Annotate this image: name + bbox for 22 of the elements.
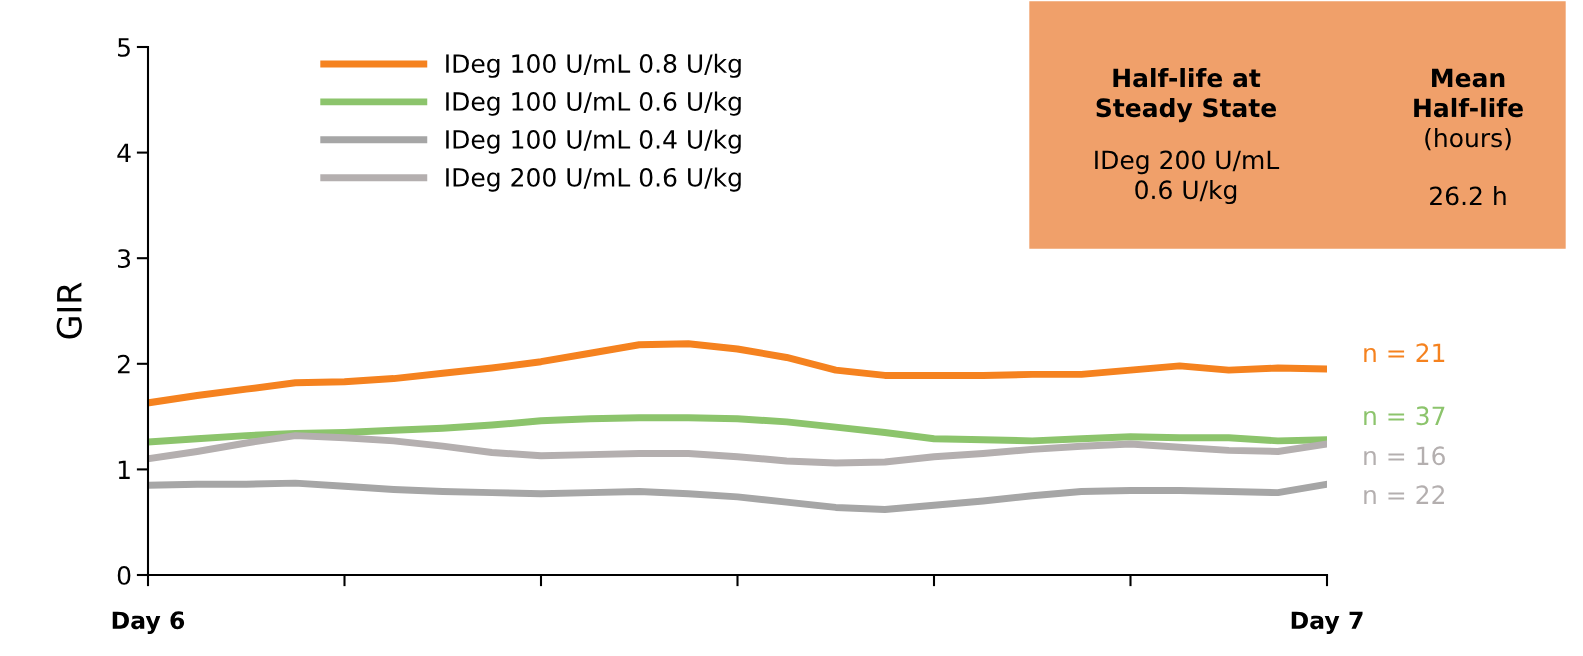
y-axis-title: GIR [56,282,82,339]
y-tick-label: 4 [117,143,131,163]
legend-label: IDeg 200 U/mL 0.6 U/kg [446,167,741,192]
legend-label: IDeg 100 U/mL 0.4 U/kg [446,129,741,154]
legend-label: IDeg 100 U/mL 0.8 U/kg [446,53,741,78]
annotation: IDeg 200 U/mL 0.6 U/kg [1095,150,1280,205]
legend-label: IDeg 100 U/mL 0.6 U/kg [446,91,741,116]
text: n = 22 [1364,485,1444,504]
text: (hours) [1425,128,1511,151]
y-tick-label: 0 [117,565,131,585]
text: n = 21 [1364,343,1445,362]
text: n = 37 [1364,406,1445,426]
text: 26.2 h [1430,186,1506,206]
annotation: Half-life at Steady State [1096,68,1276,123]
y-tick-label: 1 [118,460,130,479]
y-tick-label: 5 [118,38,130,57]
x-tick-label: Day 6 [112,611,185,634]
y-tick-label: 2 [117,354,130,374]
text: Mean Half-life [1414,68,1523,118]
y-tick-label: 3 [118,249,131,269]
text: n = 16 [1364,446,1445,466]
x-tick-label: Day 7 [1291,611,1363,634]
